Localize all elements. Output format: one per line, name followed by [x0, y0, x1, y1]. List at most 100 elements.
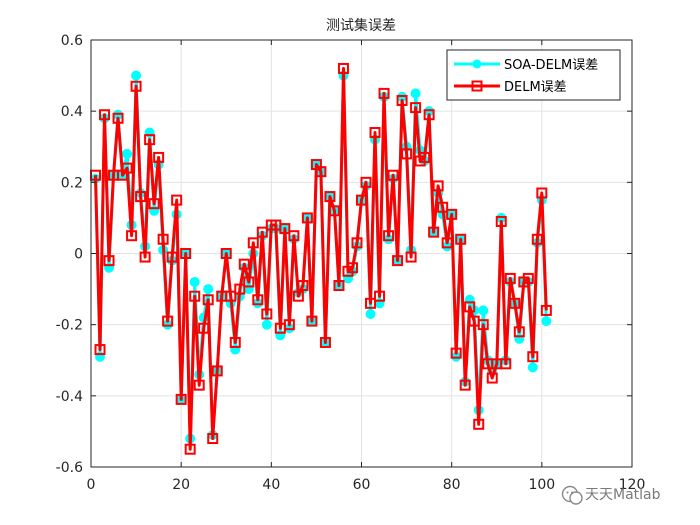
- data-point: [401, 148, 413, 160]
- x-tick-label: 20: [172, 477, 190, 493]
- data-point: [153, 151, 165, 163]
- data-point: [184, 443, 196, 455]
- data-point: [99, 109, 111, 121]
- legend-label: DELM误差: [504, 80, 567, 95]
- x-tick-label: 40: [262, 477, 280, 493]
- data-point: [131, 70, 142, 81]
- data-point: [225, 290, 237, 302]
- data-point: [536, 187, 548, 199]
- data-point: [211, 365, 223, 377]
- data-point: [477, 319, 489, 331]
- data-point: [432, 180, 444, 192]
- series-layer: [90, 62, 552, 455]
- data-point: [180, 248, 192, 259]
- data-point: [478, 305, 489, 316]
- watermark-text: 天天Matlab: [585, 487, 661, 503]
- data-point: [540, 304, 552, 316]
- data-point: [139, 251, 151, 263]
- axis-ticks: 0 20 40 60 80 100 120 -0.6 -0.4 -0.2 0 0.2 0.4 0.6: [56, 33, 646, 493]
- data-point: [121, 162, 133, 174]
- data-point: [126, 230, 138, 242]
- data-point: [103, 255, 115, 267]
- data-point: [94, 344, 106, 356]
- y-tick-label: 0: [74, 247, 83, 263]
- data-point: [522, 272, 534, 284]
- legend: SOA-DELM误差 DELM误差: [446, 49, 621, 101]
- data-point: [509, 297, 521, 309]
- data-point: [351, 237, 363, 249]
- data-point: [171, 194, 183, 206]
- data-point: [283, 319, 295, 331]
- data-point: [455, 233, 467, 245]
- data-point: [319, 336, 331, 348]
- data-point: [324, 191, 336, 203]
- data-point: [189, 290, 201, 302]
- data-point: [495, 215, 507, 227]
- data-point: [328, 205, 340, 217]
- data-point: [189, 276, 200, 287]
- data-point: [346, 262, 358, 274]
- x-tick-label: 100: [528, 477, 555, 493]
- data-point: [122, 148, 133, 159]
- data-point: [504, 272, 516, 284]
- data-point: [446, 208, 458, 220]
- data-point: [423, 109, 435, 121]
- data-point: [157, 233, 169, 245]
- data-point: [473, 418, 485, 430]
- data-point: [541, 316, 552, 327]
- data-point: [378, 87, 390, 99]
- data-point: [279, 223, 291, 235]
- data-point: [292, 290, 304, 302]
- wechat-icon: [561, 485, 583, 505]
- data-point: [369, 127, 381, 139]
- series-delm: [90, 62, 552, 455]
- data-point: [437, 201, 449, 213]
- data-point: [365, 297, 377, 309]
- data-point: [387, 169, 399, 181]
- data-point: [256, 226, 268, 238]
- data-point: [238, 258, 250, 270]
- data-point: [203, 284, 214, 295]
- data-point: [419, 151, 431, 163]
- data-point: [297, 280, 309, 292]
- data-point: [365, 308, 376, 319]
- data-point: [392, 255, 404, 267]
- chart-title: 测试集误差: [326, 17, 396, 34]
- y-tick-label: 0.2: [61, 175, 83, 191]
- data-point: [315, 166, 327, 178]
- y-tick-label: -0.4: [56, 389, 83, 405]
- data-point: [193, 379, 205, 391]
- data-point: [234, 283, 246, 295]
- data-point: [135, 191, 147, 203]
- watermark: 天天Matlab: [561, 485, 661, 505]
- legend-label: SOA-DELM误差: [504, 58, 598, 73]
- data-point: [410, 102, 422, 114]
- data-point: [374, 290, 386, 302]
- data-point: [383, 230, 395, 242]
- data-point: [175, 393, 187, 405]
- data-point: [148, 198, 160, 210]
- data-point: [220, 248, 232, 259]
- data-point: [261, 308, 273, 320]
- data-point: [243, 276, 255, 288]
- data-point: [459, 379, 471, 391]
- legend-marker: [472, 59, 482, 69]
- data-point: [202, 294, 214, 306]
- data-point: [207, 433, 219, 445]
- x-tick-label: 120: [619, 477, 646, 493]
- legend-box: [446, 49, 621, 101]
- data-point: [261, 319, 272, 330]
- data-point: [405, 251, 417, 263]
- data-point: [410, 88, 421, 99]
- data-point: [450, 347, 462, 359]
- y-tick-label: 0.6: [61, 33, 83, 49]
- data-point: [527, 362, 538, 373]
- x-tick-label: 80: [443, 477, 461, 493]
- y-tick-label: -0.2: [56, 318, 83, 334]
- data-point: [500, 358, 512, 370]
- data-point: [301, 212, 313, 224]
- data-point: [112, 112, 124, 124]
- data-point: [288, 230, 300, 242]
- legend-marker: [471, 80, 483, 92]
